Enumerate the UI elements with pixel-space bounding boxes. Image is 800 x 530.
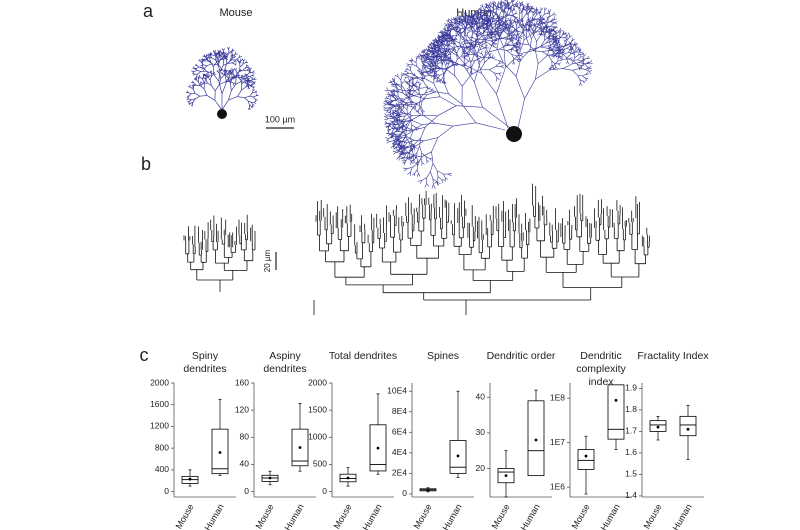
y-tick-label: 40 xyxy=(476,392,486,402)
scale-label: 20 µm xyxy=(263,249,272,272)
box xyxy=(679,415,697,437)
y-tick-label: 1.9 xyxy=(625,383,637,393)
x-tick-label: Mouse xyxy=(412,502,434,530)
panel-label: a xyxy=(143,1,154,21)
mean xyxy=(534,438,538,442)
y-tick-label: 0 xyxy=(244,486,249,496)
panel-label: b xyxy=(141,154,151,174)
chart-title: Dendritic order xyxy=(486,350,556,362)
y-tick-label: 1500 xyxy=(308,404,327,414)
x-tick-label: Mouse xyxy=(570,502,592,530)
y-tick-label: 1600 xyxy=(150,399,169,409)
scale-label: 100 µm xyxy=(265,114,295,124)
y-tick-label: 0 xyxy=(402,488,407,498)
x-tick-label: Human xyxy=(283,502,306,530)
human-neuron xyxy=(383,0,593,190)
panel-label: c xyxy=(140,345,149,365)
soma xyxy=(217,109,227,119)
mean xyxy=(188,477,192,481)
y-tick-label: 1.6 xyxy=(625,447,637,457)
dendrogram xyxy=(183,183,650,315)
chart-title: Spiny dendrites xyxy=(183,350,227,375)
x-tick-label: Human xyxy=(671,502,694,530)
mean xyxy=(268,476,272,480)
x-tick-label: Mouse xyxy=(254,502,276,530)
y-tick-label: 1.4 xyxy=(625,490,637,500)
box xyxy=(527,400,545,477)
chart-title: Total dendrites xyxy=(328,350,398,362)
y-tick-label: 30 xyxy=(476,427,486,437)
mean xyxy=(614,398,618,402)
chart-title: Fractality Index xyxy=(637,350,709,362)
x-tick-label: Human xyxy=(361,502,384,530)
mouse-neuron xyxy=(185,46,259,111)
y-tick-label: 1E6 xyxy=(550,481,565,491)
mean xyxy=(456,454,460,458)
x-tick-label: Human xyxy=(203,502,226,530)
mean xyxy=(346,476,350,480)
mean xyxy=(298,446,302,449)
y-tick-label: 160 xyxy=(235,377,249,387)
x-tick-label: Mouse xyxy=(332,502,354,530)
species-label: Mouse xyxy=(219,7,252,19)
morphology-art xyxy=(183,0,650,315)
y-tick-label: 40 xyxy=(240,459,250,469)
y-tick-label: 6E4 xyxy=(392,427,407,437)
y-tick-label: 1E7 xyxy=(550,437,565,447)
y-tick-label: 800 xyxy=(155,442,169,452)
x-tick-label: Mouse xyxy=(642,502,664,530)
mean xyxy=(376,446,380,450)
mean xyxy=(686,427,690,431)
y-tick-label: 0 xyxy=(322,486,327,496)
soma xyxy=(506,126,522,142)
box xyxy=(607,384,625,440)
mean xyxy=(504,474,508,478)
y-tick-label: 2000 xyxy=(150,377,169,387)
y-tick-label: 2E4 xyxy=(392,468,407,478)
y-tick-label: 1200 xyxy=(150,421,169,431)
mean xyxy=(656,425,660,429)
x-tick-label: Mouse xyxy=(174,502,196,530)
y-tick-label: 80 xyxy=(240,432,250,442)
mean xyxy=(426,488,430,492)
y-tick-label: 20 xyxy=(476,463,486,473)
mean xyxy=(218,451,222,454)
box xyxy=(577,449,595,470)
x-tick-label: Mouse xyxy=(490,502,512,530)
mean xyxy=(584,454,588,458)
x-tick-label: Human xyxy=(599,502,622,530)
y-tick-label: 2000 xyxy=(308,377,327,387)
y-tick-label: 1.5 xyxy=(625,469,637,479)
y-tick-label: 1.8 xyxy=(625,404,637,414)
x-tick-label: Human xyxy=(519,502,542,530)
y-tick-label: 500 xyxy=(313,459,327,469)
y-tick-label: 400 xyxy=(155,464,169,474)
chart-title: Aspiny dendrites xyxy=(263,350,307,375)
y-tick-label: 120 xyxy=(235,404,249,414)
y-tick-label: 0 xyxy=(164,486,169,496)
y-tick-label: 4E4 xyxy=(392,447,407,457)
y-tick-label: 1000 xyxy=(308,432,327,442)
x-tick-label: Human xyxy=(441,502,464,530)
chart-title: Dendritic complexity index xyxy=(576,350,626,388)
y-tick-label: 8E4 xyxy=(392,406,407,416)
chart-title: Spines xyxy=(426,350,460,362)
y-tick-label: 1E8 xyxy=(550,392,565,402)
y-tick-label: 10E4 xyxy=(387,385,407,395)
y-tick-label: 1.7 xyxy=(625,426,637,436)
